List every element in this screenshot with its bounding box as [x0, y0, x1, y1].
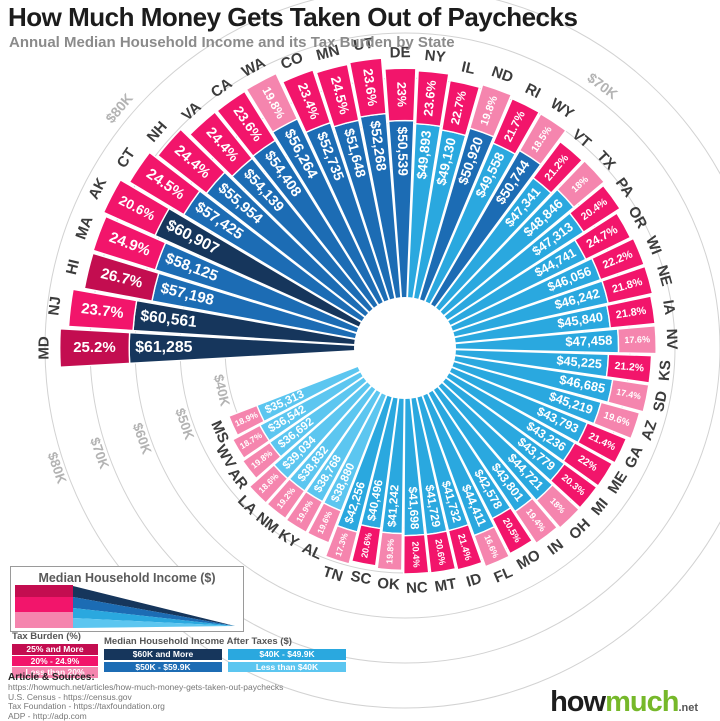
logo-net: .net — [678, 702, 698, 714]
ring-label-gap-$80K: $80K — [45, 450, 70, 486]
state-label-CT: CT — [114, 145, 139, 171]
income-label-NV: $47,458 — [565, 333, 613, 350]
income-label-MD: $61,285 — [135, 339, 192, 356]
state-label-KY: KY — [275, 526, 302, 551]
page-subtitle: Annual Median Household Income and its T… — [9, 34, 577, 51]
state-label-IL: IL — [460, 59, 477, 79]
tax-label-DE: 23% — [394, 82, 408, 107]
state-label-IA: IA — [659, 299, 678, 317]
ring-label-gap-$70K: $70K — [87, 435, 112, 471]
income-legend-item: Less than $40K — [228, 662, 346, 673]
legend-graphic-tax-light — [15, 612, 73, 628]
state-label-TN: TN — [321, 563, 345, 585]
ring-label-gap-$60K: $60K — [130, 421, 155, 457]
income-legend: Median Household Income After Taxes ($) … — [104, 636, 364, 673]
state-label-FL: FL — [492, 564, 516, 587]
state-label-NC: NC — [406, 579, 429, 597]
state-label-AR: AR — [224, 465, 251, 493]
state-label-AK: AK — [85, 175, 110, 202]
state-label-RI: RI — [522, 80, 543, 102]
state-label-CA: CA — [208, 75, 236, 101]
sources-footer: Article & Sources: https://howmuch.net/a… — [8, 672, 283, 721]
state-label-MI: MI — [588, 495, 612, 519]
state-label-MA: MA — [73, 214, 97, 242]
state-label-MT: MT — [433, 575, 457, 595]
income-label-NC: $41,698 — [406, 486, 422, 530]
state-label-VA: VA — [179, 98, 205, 124]
income-legend-item: $50K - $59.9K — [104, 662, 222, 673]
logo-much: much — [605, 686, 678, 718]
legend-graphic-tax-mid — [15, 597, 73, 612]
tax-label-NC: 20.4% — [410, 541, 421, 567]
state-label-LA: LA — [234, 492, 260, 518]
state-label-NJ: NJ — [45, 295, 64, 316]
state-label-MS: MS — [207, 418, 232, 446]
tax-legend-item: 20% - 24.9% — [12, 656, 98, 667]
ring-label-gap-$50K: $50K — [172, 406, 197, 442]
state-label-GA: GA — [621, 443, 646, 471]
income-legend-item: $60K and More — [104, 649, 222, 660]
state-label-WY: WY — [547, 95, 577, 122]
state-label-ND: ND — [489, 63, 515, 86]
state-label-WA: WA — [239, 54, 268, 81]
state-label-HI: HI — [63, 258, 83, 277]
state-label-MD: MD — [36, 336, 53, 359]
state-label-AZ: AZ — [638, 418, 661, 442]
tax-label-NV: 17.6% — [624, 334, 650, 345]
tax-label-MD: 25.2% — [73, 339, 116, 356]
state-label-KS: KS — [656, 359, 675, 381]
header: How Much Money Gets Taken Out of Paychec… — [8, 2, 577, 51]
logo-how: how — [550, 686, 605, 718]
ring-label-top-$80K: $80K — [102, 90, 136, 126]
chart-center-hole — [354, 297, 456, 399]
state-label-VT: VT — [569, 126, 595, 151]
state-label-CO: CO — [278, 49, 305, 73]
state-label-ID: ID — [464, 570, 483, 591]
howmuch-logo[interactable]: howmuch.net — [550, 686, 698, 719]
tax-legend-item: 25% and More — [12, 644, 98, 655]
tax-label-OK: 19.8% — [384, 538, 396, 564]
income-legend-title: Median Household Income After Taxes ($) — [104, 636, 364, 647]
legend-box: Median Household Income ($) — [10, 566, 244, 632]
page-title: How Much Money Gets Taken Out of Paychec… — [8, 2, 577, 33]
state-label-WI: WI — [642, 234, 665, 257]
legend-graphic-tax-dark — [15, 585, 73, 597]
state-label-TX: TX — [593, 148, 619, 174]
ring-label-top-$70K: $70K — [584, 69, 620, 102]
state-label-SC: SC — [349, 568, 373, 589]
state-label-NV: NV — [663, 328, 681, 349]
state-label-OK: OK — [377, 575, 401, 594]
income-legend-item: $40K - $49.9K — [228, 649, 346, 660]
tax-legend-title: Tax Burden (%) — [12, 631, 98, 642]
state-label-IN: IN — [545, 536, 567, 559]
legend-box-title: Median Household Income ($) — [11, 571, 243, 585]
ring-label-gap-$40K: $40K — [211, 373, 233, 408]
state-label-NE: NE — [653, 263, 675, 288]
state-label-ME: ME — [605, 469, 631, 497]
income-label-DE: $50,539 — [395, 126, 411, 176]
state-label-MO: MO — [514, 546, 544, 573]
state-label-AL: AL — [299, 540, 324, 564]
